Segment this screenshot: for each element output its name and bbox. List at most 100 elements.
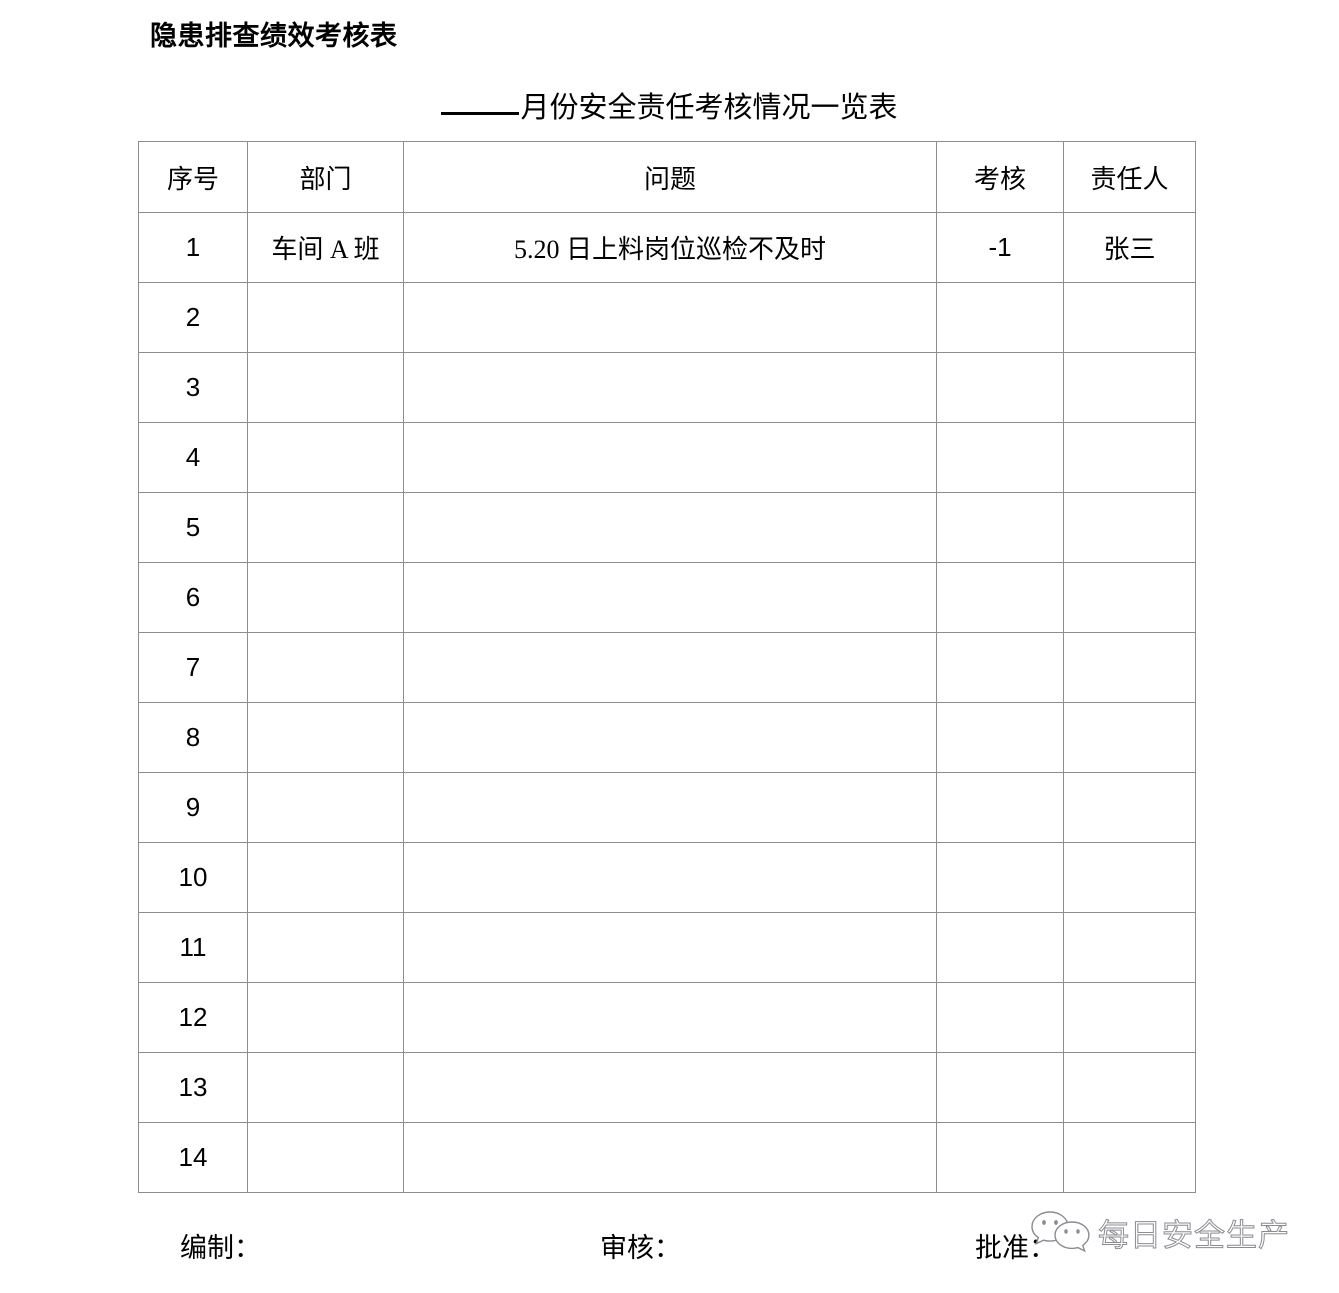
cell-index: 10 [138, 842, 248, 913]
cell-department[interactable] [247, 1052, 404, 1123]
cell-owner[interactable] [1063, 562, 1196, 633]
cell-issue[interactable] [403, 1122, 937, 1193]
cell-department[interactable] [247, 912, 404, 983]
cell-score[interactable] [936, 352, 1064, 423]
table-row: 1 车间 A 班 5.20 日上料岗位巡检不及时 -1 张三 [138, 212, 1196, 283]
table-row: 3 [138, 352, 1196, 423]
cell-score[interactable] [936, 492, 1064, 563]
cell-department[interactable] [247, 562, 404, 633]
cell-owner[interactable] [1063, 982, 1196, 1053]
cell-department[interactable] [247, 702, 404, 773]
cell-issue[interactable] [403, 772, 937, 843]
cell-owner[interactable] [1063, 282, 1196, 353]
cell-department[interactable] [247, 842, 404, 913]
cell-department[interactable] [247, 282, 404, 353]
cell-index: 3 [138, 352, 248, 423]
cell-index: 2 [138, 282, 248, 353]
cell-owner[interactable] [1063, 772, 1196, 843]
column-header-score: 考核 [936, 141, 1064, 213]
signature-prepared-by: 编制： [180, 1233, 261, 1263]
cell-index: 4 [138, 422, 248, 493]
cell-index: 12 [138, 982, 248, 1053]
cell-issue[interactable] [403, 562, 937, 633]
cell-index: 5 [138, 492, 248, 563]
cell-index: 6 [138, 562, 248, 633]
cell-score[interactable] [936, 842, 1064, 913]
cell-issue[interactable] [403, 632, 937, 703]
cell-owner[interactable] [1063, 422, 1196, 493]
cell-issue[interactable] [403, 912, 937, 983]
table-row: 2 [138, 282, 1196, 353]
signature-approved-by: 批准： [975, 1233, 1056, 1263]
cell-score[interactable]: -1 [936, 212, 1064, 283]
cell-issue[interactable] [403, 702, 937, 773]
cell-owner[interactable] [1063, 632, 1196, 703]
cell-department[interactable] [247, 772, 404, 843]
cell-issue[interactable] [403, 982, 937, 1053]
table-row: 12 [138, 982, 1196, 1053]
cell-owner[interactable] [1063, 492, 1196, 563]
table-row: 11 [138, 912, 1196, 983]
cell-department[interactable] [247, 422, 404, 493]
table-body: 1 车间 A 班 5.20 日上料岗位巡检不及时 -1 张三 2 3 [138, 212, 1196, 1193]
table-row: 7 [138, 632, 1196, 703]
cell-score[interactable] [936, 1052, 1064, 1123]
cell-owner[interactable] [1063, 912, 1196, 983]
cell-owner[interactable] [1063, 702, 1196, 773]
column-header-owner: 责任人 [1063, 141, 1196, 213]
cell-issue[interactable] [403, 282, 937, 353]
cell-index: 1 [138, 212, 248, 283]
cell-score[interactable] [936, 702, 1064, 773]
cell-department[interactable] [247, 492, 404, 563]
table-row: 10 [138, 842, 1196, 913]
table-row: 4 [138, 422, 1196, 493]
cell-score[interactable] [936, 282, 1064, 353]
cell-department[interactable] [247, 632, 404, 703]
cell-issue[interactable] [403, 422, 937, 493]
table-row: 9 [138, 772, 1196, 843]
cell-index: 13 [138, 1052, 248, 1123]
signature-row: 编制： 审核： 批准： [0, 1228, 1339, 1274]
cell-issue[interactable] [403, 842, 937, 913]
cell-index: 11 [138, 912, 248, 983]
cell-index: 8 [138, 702, 248, 773]
column-header-issue: 问题 [403, 141, 937, 213]
assessment-table-container: 序号 部门 问题 考核 责任人 1 车间 A 班 5.20 日上料岗位巡检不及时… [138, 141, 1196, 1193]
cell-department[interactable] [247, 982, 404, 1053]
table-row: 6 [138, 562, 1196, 633]
cell-index: 9 [138, 772, 248, 843]
table-row: 5 [138, 492, 1196, 563]
cell-score[interactable] [936, 912, 1064, 983]
cell-owner[interactable] [1063, 842, 1196, 913]
table-row: 13 [138, 1052, 1196, 1123]
column-header-department: 部门 [247, 141, 404, 213]
cell-index: 14 [138, 1122, 248, 1193]
cell-score[interactable] [936, 982, 1064, 1053]
column-header-index: 序号 [138, 141, 248, 213]
cell-department[interactable] [247, 1122, 404, 1193]
page-title: 隐患排查绩效考核表 [150, 21, 398, 51]
cell-issue[interactable] [403, 492, 937, 563]
month-blank-underline [441, 112, 520, 115]
cell-issue[interactable]: 5.20 日上料岗位巡检不及时 [403, 212, 937, 283]
cell-score[interactable] [936, 772, 1064, 843]
cell-score[interactable] [936, 632, 1064, 703]
cell-owner[interactable] [1063, 1122, 1196, 1193]
cell-owner[interactable] [1063, 352, 1196, 423]
signature-reviewed-by: 审核： [600, 1233, 681, 1263]
cell-score[interactable] [936, 422, 1064, 493]
cell-score[interactable] [936, 1122, 1064, 1193]
assessment-table: 序号 部门 问题 考核 责任人 1 车间 A 班 5.20 日上料岗位巡检不及时… [138, 141, 1196, 1193]
table-caption: 月份安全责任考核情况一览表 [0, 88, 1339, 128]
table-row: 14 [138, 1122, 1196, 1193]
table-header-row: 序号 部门 问题 考核 责任人 [138, 141, 1196, 213]
cell-score[interactable] [936, 562, 1064, 633]
cell-owner[interactable] [1063, 1052, 1196, 1123]
cell-issue[interactable] [403, 1052, 937, 1123]
cell-owner[interactable]: 张三 [1063, 212, 1196, 283]
cell-department[interactable]: 车间 A 班 [247, 212, 404, 283]
cell-issue[interactable] [403, 352, 937, 423]
cell-department[interactable] [247, 352, 404, 423]
cell-index: 7 [138, 632, 248, 703]
table-caption-text: 月份安全责任考核情况一览表 [520, 92, 898, 124]
